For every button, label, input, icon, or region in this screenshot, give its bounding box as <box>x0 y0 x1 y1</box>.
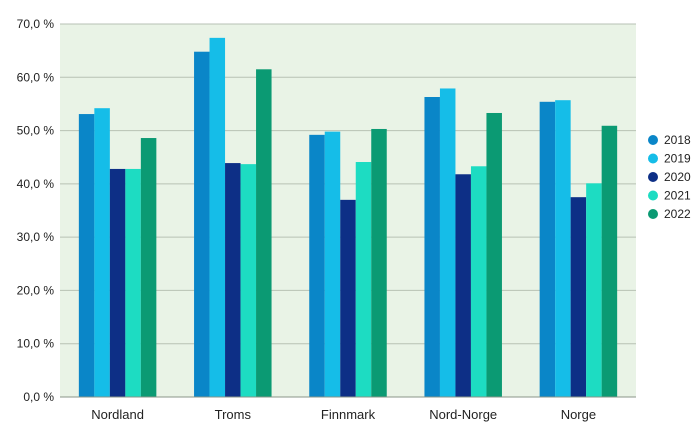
y-tick-label: 0,0 % <box>23 390 54 404</box>
x-tick-label: Nordland <box>91 407 144 422</box>
legend-marker <box>648 209 658 219</box>
y-axis: 0,0 % 10,0 % 20,0 % 30,0 % 40,0 % 50,0 % 60,0 … <box>17 17 55 404</box>
bar-2021-norge <box>586 183 602 397</box>
bar-2022-norge <box>601 125 618 398</box>
legend: 2018 2019 2020 2021 2022 <box>648 133 691 221</box>
bar-2020-nordland <box>109 168 126 397</box>
legend-label: 2020 <box>664 170 691 184</box>
legend-marker <box>648 190 658 201</box>
x-tick-label: Nord-Norge <box>429 407 497 422</box>
bar-2019-norge <box>555 100 571 397</box>
x-tick-label: Troms <box>215 407 252 422</box>
x-axis: Nordland Troms Finnmark Nord-Norge Norge <box>60 396 636 422</box>
bar-2021-nordland <box>125 168 141 397</box>
bars <box>78 37 618 398</box>
y-tick-label: 20,0 % <box>17 283 55 297</box>
bar-2018-finnmark <box>309 134 325 397</box>
bar-2021-finnmark <box>355 162 372 397</box>
bar-2020-finnmark <box>340 199 356 397</box>
legend-marker <box>648 153 658 164</box>
bar-2019-finnmark <box>324 131 341 397</box>
y-tick-label: 70,0 % <box>17 17 55 31</box>
legend-label: 2022 <box>664 207 691 221</box>
y-tick-label: 30,0 % <box>17 230 55 244</box>
bar-2022-troms <box>256 69 272 398</box>
bar-2018-norge <box>539 101 556 397</box>
bar-2019-nord-norge <box>439 88 456 398</box>
bar-2020-norge <box>570 197 587 397</box>
bar-2020-troms <box>225 163 241 397</box>
bar-2022-finnmark <box>371 128 387 398</box>
y-tick-label: 50,0 % <box>17 124 55 138</box>
y-tick-label: 10,0 % <box>17 337 55 351</box>
bar-2022-nord-norge <box>486 112 502 397</box>
bar-2018-nord-norge <box>424 97 440 397</box>
legend-label: 2019 <box>664 152 691 166</box>
bar-2018-troms <box>194 51 210 398</box>
bar-2021-nord-norge <box>470 166 487 397</box>
y-tick-label: 40,0 % <box>17 177 55 191</box>
bar-2018-nordland <box>78 114 95 397</box>
x-tick-label: Finnmark <box>321 407 376 422</box>
bar-2019-nordland <box>94 108 110 397</box>
y-tick-label: 60,0 % <box>17 70 55 84</box>
bar-2020-nord-norge <box>455 174 471 397</box>
bar-2021-troms <box>240 164 257 397</box>
legend-marker <box>648 135 658 145</box>
x-tick-label: Norge <box>561 407 596 422</box>
legend-label: 2018 <box>664 133 691 147</box>
legend-label: 2021 <box>664 189 691 203</box>
bar-2019-troms <box>209 37 226 398</box>
bar-2022-nordland <box>140 138 157 397</box>
legend-marker <box>648 172 658 182</box>
